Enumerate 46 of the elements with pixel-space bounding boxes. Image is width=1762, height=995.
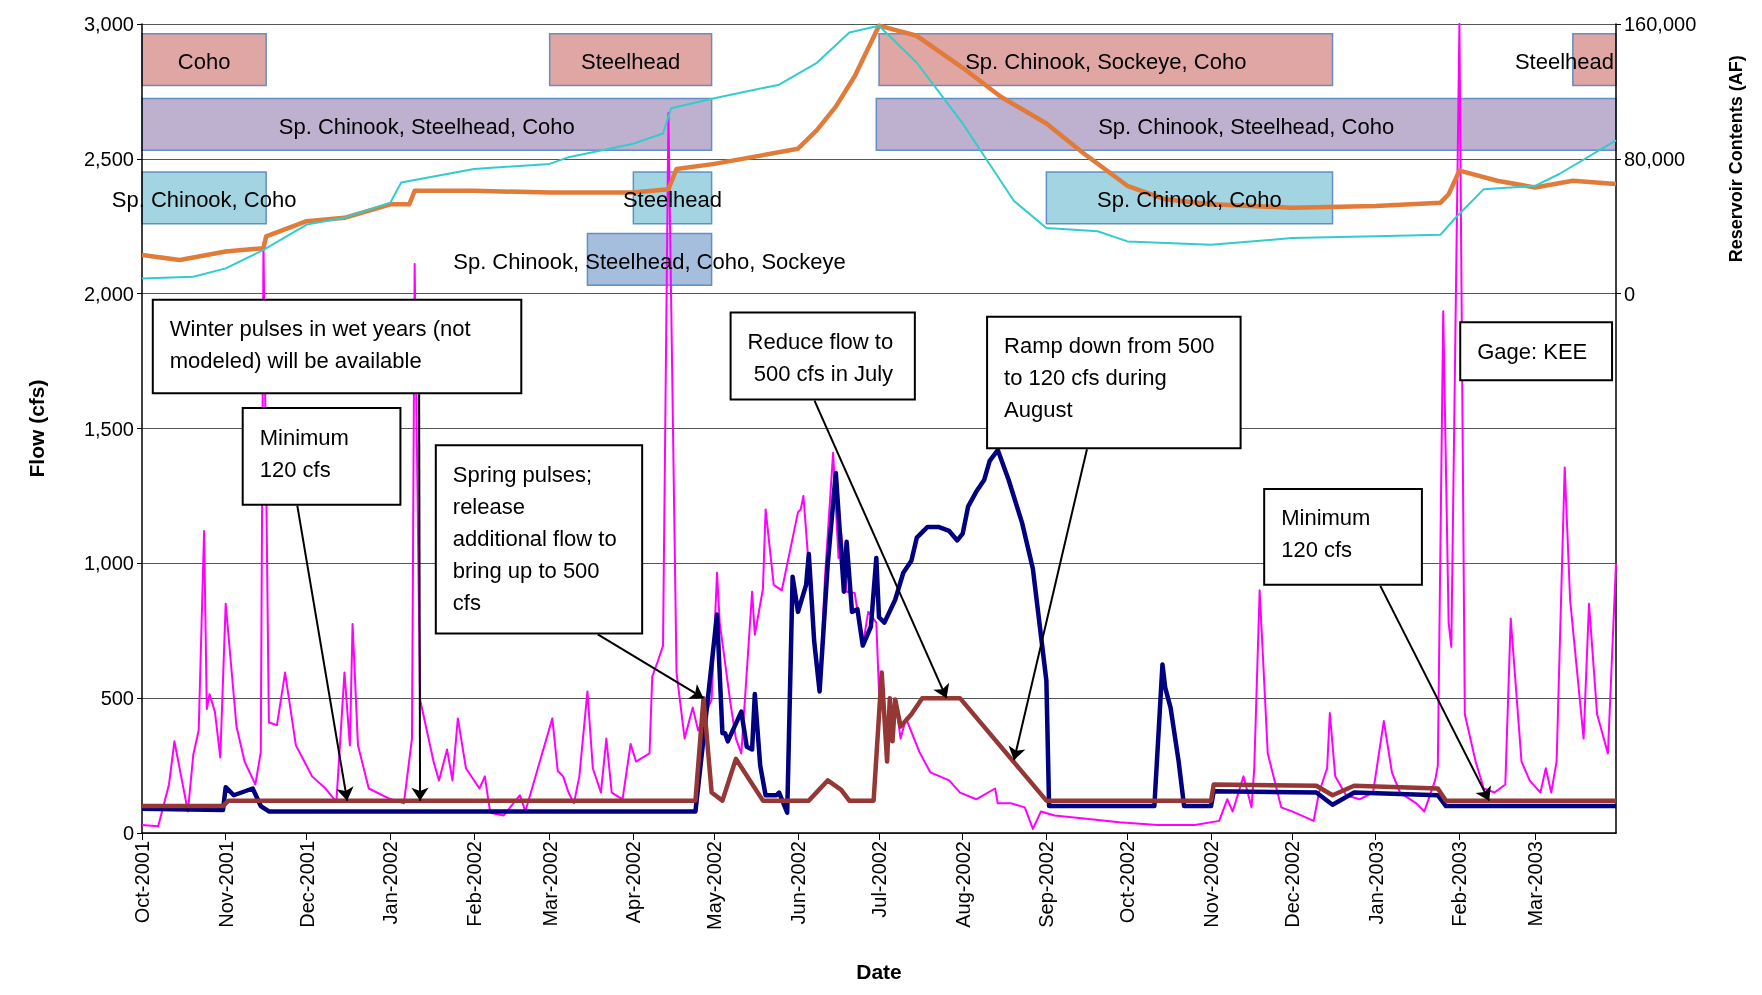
x-tick-label: Oct-2002 <box>1116 841 1139 924</box>
x-tick-label: Jan-2003 <box>1364 841 1387 925</box>
annotation: Minimum 120 cfs <box>259 424 356 482</box>
annotation: Spring pulses; release additional flow to bring up to 500 cfs <box>452 461 623 615</box>
y2-tick-label: 80,000 <box>1624 147 1686 170</box>
y2-axis-title: Reservoir Contents (AF) <box>1726 55 1746 263</box>
y-tick-label: 1,500 <box>83 417 134 440</box>
x-tick-label: Oct-2001 <box>131 841 153 924</box>
x-tick-label: Apr-2002 <box>622 841 645 924</box>
annotation: Winter pulses in wet years (not modeled) will be available <box>169 316 477 374</box>
x-tick-label: May-2002 <box>703 841 726 930</box>
line-series <box>139 670 1619 809</box>
band-label: Steelhead <box>581 49 681 75</box>
band-label: Sp. Chinook, Steelhead, Coho <box>278 113 575 139</box>
band-label: Coho <box>177 49 231 75</box>
x-tick-label: Mar-2003 <box>1524 841 1547 927</box>
band-label: Sp. Chinook, Sockeye, Coho <box>965 49 1247 75</box>
y2-tick-label: 160,000 <box>1624 13 1697 35</box>
y-tick-label: 1,000 <box>83 552 134 575</box>
y-axis-title: Flow (cfs) <box>25 379 48 478</box>
annotation: Gage: KEE <box>1477 338 1588 364</box>
x-tick-label: Jul-2002 <box>868 841 890 918</box>
x-tick-label: Dec-2001 <box>295 841 318 928</box>
x-tick-label: Jan-2002 <box>379 841 402 925</box>
y-tick-label: 2,000 <box>83 282 134 305</box>
y-tick-label: 0 <box>122 822 134 844</box>
y-tick-label: 2,500 <box>83 147 134 170</box>
annotation: Minimum 120 cfs <box>1281 505 1377 563</box>
x-tick-label: Mar-2002 <box>538 841 561 927</box>
annotation: Reduce flow to 500 cfs in July <box>747 329 894 387</box>
x-tick-label: Feb-2002 <box>463 841 486 927</box>
x-tick-label: Aug-2002 <box>951 841 974 928</box>
y2-tick-label: 0 <box>1624 282 1636 305</box>
band-label: Sp. Chinook, Steelhead, Coho <box>1098 113 1395 139</box>
x-tick-label: Sep-2002 <box>1035 841 1058 928</box>
x-axis-title: Date <box>856 960 902 983</box>
x-tick-label: Nov-2002 <box>1200 841 1223 928</box>
x-tick-label: Feb-2003 <box>1448 841 1471 927</box>
annotation: Ramp down from 500 to 120 cfs during August <box>1004 333 1221 423</box>
line-series <box>139 447 1619 816</box>
line-series <box>141 23 1617 830</box>
y-tick-label: 500 <box>100 687 134 710</box>
x-tick-label: Dec-2002 <box>1281 841 1304 928</box>
y-tick-label: 3,000 <box>83 13 134 35</box>
x-tick-label: Nov-2001 <box>214 841 237 928</box>
x-tick-label: Jun-2002 <box>787 841 810 925</box>
